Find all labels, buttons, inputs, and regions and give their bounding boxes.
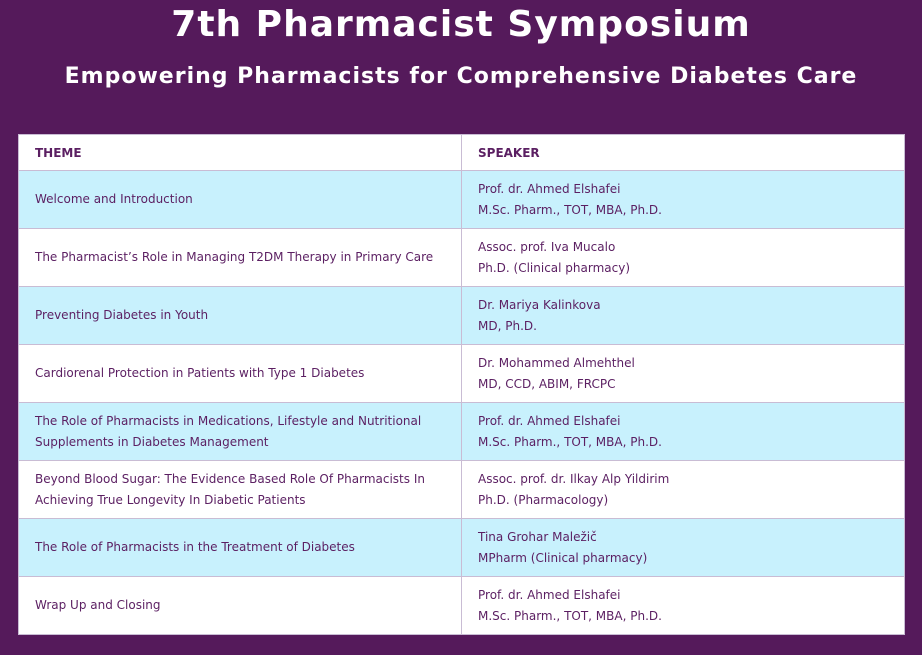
table-row: Beyond Blood Sugar: The Evidence Based R… bbox=[18, 460, 905, 519]
speaker-credentials: Ph.D. (Clinical pharmacy) bbox=[478, 260, 631, 275]
speaker-credentials: M.Sc. Pharm., TOT, MBA, Ph.D. bbox=[478, 608, 662, 623]
table-header-row: THEME SPEAKER bbox=[18, 134, 905, 171]
theme-cell: The Role of Pharmacists in Medications, … bbox=[18, 402, 462, 461]
table-row: The Role of Pharmacists in the Treatment… bbox=[18, 518, 905, 577]
speaker-credentials: MD, Ph.D. bbox=[478, 318, 537, 333]
page-title: 7th Pharmacist Symposium bbox=[171, 4, 751, 45]
table-row: Wrap Up and Closing Prof. dr. Ahmed Elsh… bbox=[18, 576, 905, 635]
speaker-name: Prof. dr. Ahmed Elshafei bbox=[478, 413, 621, 428]
speaker-credentials: M.Sc. Pharm., TOT, MBA, Ph.D. bbox=[478, 202, 662, 217]
speaker-cell: Prof. dr. Ahmed Elshafei M.Sc. Pharm., TO… bbox=[461, 576, 905, 635]
speaker-name: Dr. Mohammed Almehthel bbox=[478, 355, 635, 370]
speaker-credentials: MPharm (Clinical pharmacy) bbox=[478, 550, 648, 565]
speaker-cell: Dr. Mohammed Almehthel MD, CCD, ABIM, FRC… bbox=[461, 344, 905, 403]
speaker-name: Dr. Mariya Kalinkova bbox=[478, 297, 601, 312]
speaker-name: Prof. dr. Ahmed Elshafei bbox=[478, 587, 621, 602]
schedule-table: THEME SPEAKER Welcome and Introduction P… bbox=[18, 134, 905, 635]
table-row: Preventing Diabetes in Youth Dr. Mariya … bbox=[18, 286, 905, 345]
speaker-name: Prof. dr. Ahmed Elshafei bbox=[478, 181, 621, 196]
speaker-name: Assoc. prof. Iva Mucalo bbox=[478, 239, 616, 254]
speaker-name: Tina Grohar Maležič bbox=[478, 529, 597, 544]
theme-cell: Beyond Blood Sugar: The Evidence Based R… bbox=[18, 460, 462, 519]
theme-cell: The Role of Pharmacists in the Treatment… bbox=[18, 518, 462, 577]
table-row: The Role of Pharmacists in Medications, … bbox=[18, 402, 905, 461]
theme-cell: Preventing Diabetes in Youth bbox=[18, 286, 462, 345]
table-row: Cardiorenal Protection in Patients with … bbox=[18, 344, 905, 403]
speaker-credentials: MD, CCD, ABIM, FRCPC bbox=[478, 376, 616, 391]
theme-cell: Cardiorenal Protection in Patients with … bbox=[18, 344, 462, 403]
page-subtitle: Empowering Pharmacists for Comprehensive… bbox=[64, 64, 858, 89]
speaker-cell: Tina Grohar Maležič MPharm (Clinical phar… bbox=[461, 518, 905, 577]
speaker-cell: Dr. Mariya Kalinkova MD, Ph.D. bbox=[461, 286, 905, 345]
column-header-theme: THEME bbox=[18, 134, 462, 171]
theme-cell: Welcome and Introduction bbox=[18, 170, 462, 229]
speaker-credentials: Ph.D. (Pharmacology) bbox=[478, 492, 609, 507]
column-header-speaker: SPEAKER bbox=[461, 134, 905, 171]
speaker-credentials: M.Sc. Pharm., TOT, MBA, Ph.D. bbox=[478, 434, 662, 449]
speaker-name: Assoc. prof. dr. Ilkay Alp Yildirim bbox=[478, 471, 670, 486]
table-row: The Pharmacist’s Role in Managing T2DM T… bbox=[18, 228, 905, 287]
speaker-cell: Assoc. prof. Iva Mucalo Ph.D. (Clinical p… bbox=[461, 228, 905, 287]
speaker-cell: Prof. dr. Ahmed Elshafei M.Sc. Pharm., TO… bbox=[461, 402, 905, 461]
speaker-cell: Prof. dr. Ahmed Elshafei M.Sc. Pharm., TO… bbox=[461, 170, 905, 229]
table-row: Welcome and Introduction Prof. dr. Ahmed… bbox=[18, 170, 905, 229]
speaker-cell: Assoc. prof. dr. Ilkay Alp Yildirim Ph.D.… bbox=[461, 460, 905, 519]
theme-cell: The Pharmacist’s Role in Managing T2DM T… bbox=[18, 228, 462, 287]
theme-cell: Wrap Up and Closing bbox=[18, 576, 462, 635]
